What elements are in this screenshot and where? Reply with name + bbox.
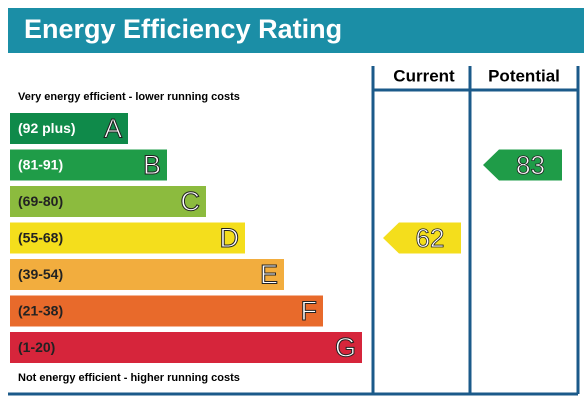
band-range: (69-80)	[18, 193, 63, 209]
band-letter: E	[260, 260, 278, 290]
current-arrow	[383, 222, 461, 254]
frame	[8, 66, 580, 396]
band-letter: C	[181, 187, 201, 217]
band-bar	[10, 149, 167, 181]
band-letter: G	[335, 333, 356, 363]
band-bar	[10, 259, 284, 290]
band-letter: F	[301, 296, 318, 326]
band-range: (39-54)	[18, 266, 63, 282]
potential-arrow	[483, 149, 562, 181]
band-bar	[10, 113, 128, 144]
header-current: Current	[393, 66, 455, 85]
band-bar	[10, 332, 362, 363]
title-bar	[8, 8, 584, 53]
band-letter: B	[143, 150, 161, 180]
band-bar	[10, 186, 206, 217]
band-bar	[10, 222, 245, 254]
header-potential: Potential	[488, 66, 560, 85]
band-range: (21-38)	[18, 303, 63, 319]
bottom-note: Not energy efficient - higher running co…	[18, 372, 240, 384]
title: Energy Efficiency Rating	[24, 14, 342, 44]
potential-value: 83	[516, 150, 545, 180]
top-note: Very energy efficient - lower running co…	[18, 91, 240, 103]
current-value: 62	[416, 223, 445, 253]
band-range: (55-68)	[18, 230, 63, 246]
band-range: (92 plus)	[18, 120, 76, 136]
band-bar	[10, 295, 323, 327]
band-letter: A	[104, 114, 122, 144]
band-letter: D	[220, 223, 240, 253]
band-range: (1-20)	[18, 339, 55, 355]
band-range: (81-91)	[18, 157, 63, 173]
